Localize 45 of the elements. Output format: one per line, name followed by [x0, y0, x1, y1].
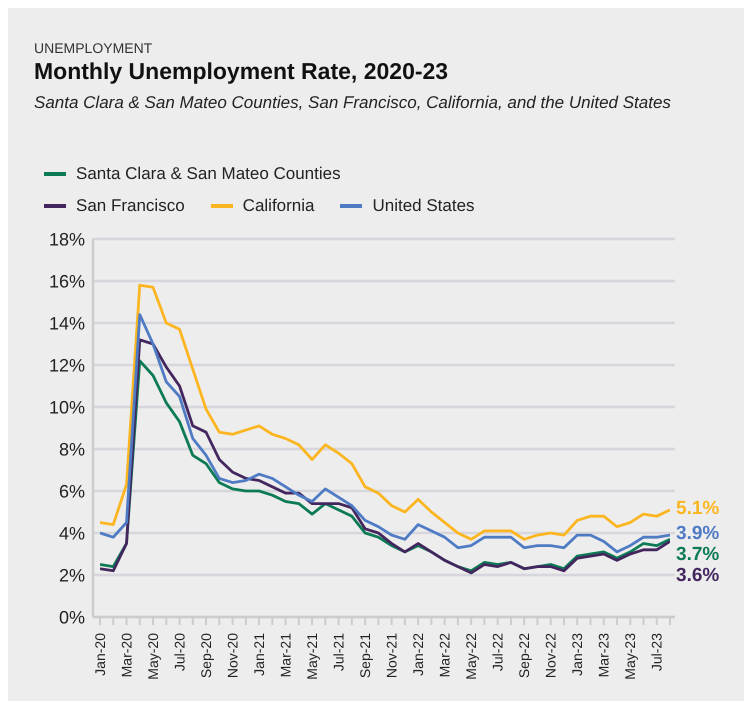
x-tick-label: Mar-21: [278, 632, 294, 678]
line-series: [100, 284, 670, 541]
legend-label: United States: [372, 196, 475, 216]
y-tick-label: 8%: [58, 439, 85, 460]
x-tick-label: Jan-20: [92, 632, 108, 676]
x-tick-label: Sep-21: [357, 632, 374, 678]
legend-label: Santa Clara & San Mateo Counties: [76, 164, 341, 184]
y-tick-label: 14%: [48, 313, 85, 334]
y-tick-label: 12%: [48, 355, 85, 376]
x-tick-label: Jan-21: [251, 632, 268, 676]
legend-label: San Francisco: [76, 196, 185, 216]
x-tick-label: Jul-22: [490, 632, 506, 672]
x-tick-label: May-21: [304, 632, 320, 680]
x-tick-label: May-20: [145, 632, 162, 680]
data-label: 3.9%: [676, 523, 720, 546]
x-tick-label: May-23: [622, 632, 638, 680]
x-tick-label: Sep-22: [516, 632, 532, 678]
y-tick-label: 2%: [58, 565, 85, 586]
y-tick-label: 4%: [58, 523, 85, 544]
chart-subtitle: Santa Clara & San Mateo Counties, San Francisco, California, and the United States: [34, 93, 671, 113]
data-label: 3.7%: [676, 544, 720, 566]
chart-title: Monthly Unemployment Rate, 2020-23: [34, 58, 450, 85]
x-tick-label: Jul-21: [330, 632, 347, 672]
text: UNEMPLOYMENT: [34, 40, 154, 56]
x-tick-label: Mar-23: [596, 632, 612, 678]
line-series: [100, 313, 670, 554]
x-tick-label: Jul-20: [172, 632, 188, 672]
x-tick-label: Mar-20: [118, 632, 135, 678]
data-label: 3.6%: [676, 565, 720, 588]
x-tick-label: Jan-22: [410, 632, 426, 676]
x-tick-label: Nov-21: [384, 632, 400, 678]
x-tick-label: Jan-23: [569, 632, 586, 676]
y-tick-label: 18%: [48, 229, 85, 250]
legend-label: California: [242, 196, 314, 216]
x-tick-label: Mar-22: [436, 632, 453, 678]
y-tick-label: 0%: [58, 607, 85, 628]
x-tick-label: Sep-20: [198, 632, 214, 678]
y-tick-label: 10%: [48, 397, 85, 418]
y-tick-label: 6%: [58, 481, 85, 502]
x-tick-label: Jul-23: [648, 632, 665, 672]
x-tick-label: May-22: [463, 632, 480, 680]
y-tick-label: 16%: [48, 271, 85, 292]
x-tick-label: Nov-22: [542, 632, 559, 678]
x-tick-label: Nov-20: [224, 632, 241, 678]
data-label: 5.1%: [676, 498, 720, 520]
